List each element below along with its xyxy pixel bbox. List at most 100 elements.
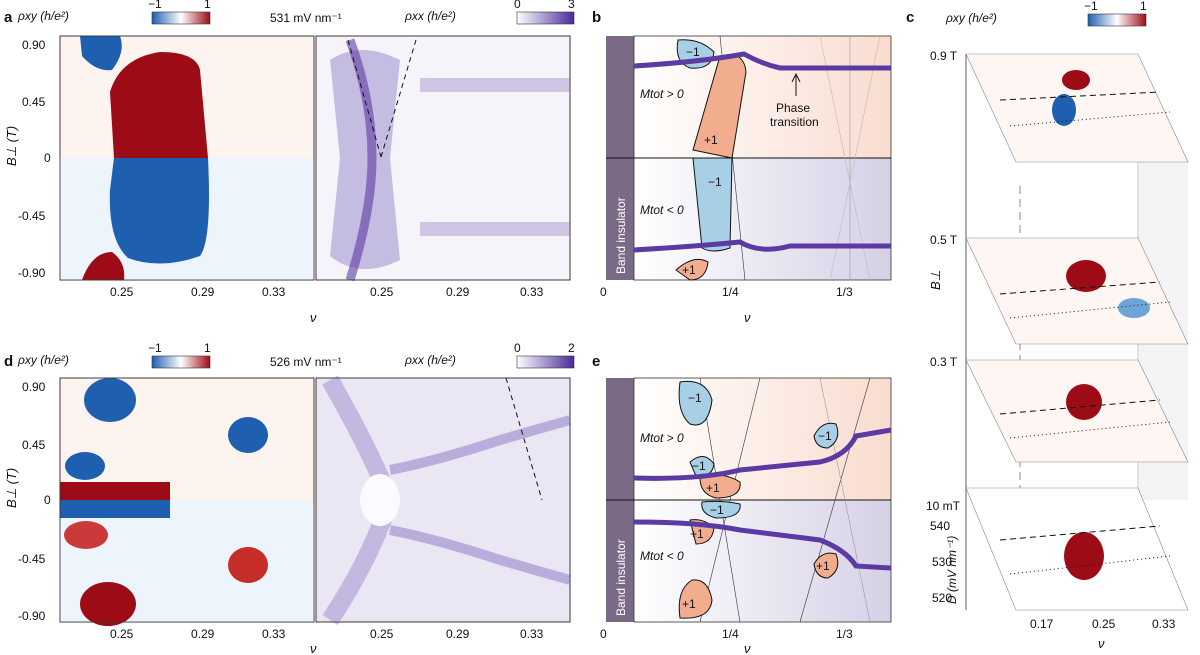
- ytick-d-0: 0.90: [22, 380, 46, 394]
- xtick-b-1: 1/4: [722, 285, 739, 299]
- xtick-e-2: 1/3: [836, 627, 853, 641]
- colorbar-c-max: 1: [1140, 0, 1147, 13]
- panel-b-label: b: [592, 9, 601, 26]
- label-b-m1: −1: [708, 175, 722, 189]
- xtick-a-0: 0.25: [110, 285, 134, 299]
- colorbar-xy-d: [151, 355, 211, 369]
- stack-c: [965, 53, 1189, 611]
- xlabel-a: ν: [310, 310, 317, 325]
- xtick-a-3: 0.25: [370, 285, 394, 299]
- schematic-b: [606, 35, 892, 281]
- field-c-3: 10 mT: [926, 499, 961, 513]
- colorbar-c-min: −1: [1084, 0, 1098, 13]
- xtick-c-0: 0.17: [1030, 617, 1054, 631]
- label-e-mpos: Mtot > 0: [640, 431, 684, 445]
- label-e-m1-b: −1: [710, 503, 724, 517]
- label-b-mpos: Mtot > 0: [640, 87, 684, 101]
- label-e-p1-right: +1: [816, 559, 830, 573]
- colorbar-xy-label-d: ρxy (h/e²): [17, 353, 69, 367]
- label-b-mneg: Mtot < 0: [640, 203, 684, 217]
- colorbar-xy-label: ρxy (h/e²): [17, 9, 69, 23]
- xlabel-c: ν: [1098, 636, 1105, 651]
- ytick-d-1: 0.45: [22, 438, 46, 452]
- ytick-a-0: 0.90: [22, 38, 46, 52]
- colorbar-c: [1087, 13, 1147, 27]
- colorbar-xy-d-max: 1: [204, 341, 211, 355]
- ylabel-a: B⊥ (T): [4, 126, 19, 166]
- xtick-a-5: 0.33: [520, 285, 544, 299]
- field-c-2: 0.3 T: [930, 355, 958, 369]
- label-b-band: Band insulator: [614, 197, 628, 274]
- xlabel-b: ν: [744, 310, 751, 325]
- ylabel-c: B⊥: [928, 270, 943, 290]
- xlabel-d: ν: [310, 641, 317, 655]
- colorbar-xx-min: 0: [514, 0, 521, 11]
- xtick-d-5: 0.33: [520, 627, 544, 641]
- label-e-mneg: Mtot < 0: [640, 549, 684, 563]
- xtick-a-2: 0.33: [262, 285, 286, 299]
- xtick-a-1: 0.29: [191, 285, 215, 299]
- label-b-p1-bot: +1: [682, 263, 696, 277]
- label-e-m1-right: −1: [818, 429, 832, 443]
- label-e-band: Band insulator: [614, 539, 628, 616]
- colorbar-xy: [151, 11, 211, 25]
- arrow-b: [791, 72, 801, 96]
- xtick-c-1: 0.25: [1092, 617, 1116, 631]
- ytick-d-4: -0.90: [18, 609, 46, 623]
- label-e-m1-top: −1: [688, 391, 702, 405]
- ytick-a-4: -0.90: [18, 266, 46, 280]
- field-label-a: 531 mV nm⁻¹: [270, 11, 342, 25]
- field-c-1: 0.5 T: [930, 233, 958, 247]
- schematic-e: [606, 377, 892, 623]
- xtick-d-2: 0.33: [262, 627, 286, 641]
- dlabel-c: D (mV nm⁻¹): [945, 536, 959, 604]
- colorbar-xx-max: 3: [568, 0, 575, 11]
- xtick-c-2: 0.33: [1152, 617, 1176, 631]
- colorbar-xx-d: [516, 355, 575, 369]
- xlabel-e: ν: [744, 641, 751, 655]
- ytick-a-3: -0.45: [18, 209, 46, 223]
- colorbar-xy-min: −1: [148, 0, 162, 11]
- colorbar-xy-d-min: −1: [148, 341, 162, 355]
- panel-e-label: e: [592, 353, 600, 370]
- ytick-d-2: 0: [44, 493, 51, 507]
- xtick-d-4: 0.29: [446, 627, 470, 641]
- ytick-a-1: 0.45: [22, 95, 46, 109]
- xtick-b-0: 0: [600, 285, 607, 299]
- xtick-b-2: 1/3: [836, 285, 853, 299]
- label-e-p1-a: +1: [706, 481, 720, 495]
- ytick-a-2: 0: [44, 151, 51, 165]
- panel-d-label: d: [4, 353, 13, 370]
- colorbar-xx-d-max: 2: [568, 341, 575, 355]
- label-e-p1-bot: +1: [682, 597, 696, 611]
- label-e-m1-a: −1: [692, 459, 706, 473]
- xtick-e-0: 0: [600, 627, 607, 641]
- panel-a-label: a: [4, 9, 13, 26]
- dtick-c-0: 540: [930, 519, 950, 533]
- colorbar-xx-label-d: ρxx (h/e²): [404, 353, 456, 367]
- dtick-c-2: 520: [932, 591, 952, 605]
- xtick-d-3: 0.25: [370, 627, 394, 641]
- xtick-d-1: 0.29: [191, 627, 215, 641]
- field-c-0: 0.9 T: [930, 49, 958, 63]
- panel-c-label: c: [906, 9, 914, 26]
- colorbar-xx-label: ρxx (h/e²): [404, 9, 456, 23]
- map-d-rhoxx: [315, 375, 572, 625]
- map-a-rhoxx: [315, 35, 571, 282]
- label-b-phase: Phase: [776, 101, 810, 115]
- map-d-rhoxy: [59, 377, 315, 626]
- colorbar-c-label: ρxy (h/e²): [945, 11, 997, 25]
- map-a-rhoxy: [59, 35, 315, 281]
- label-b-transition: transition: [770, 115, 819, 129]
- xtick-d-0: 0.25: [110, 627, 134, 641]
- field-label-d: 526 mV nm⁻¹: [270, 355, 342, 369]
- xtick-e-1: 1/4: [722, 627, 739, 641]
- ylabel-d: B⊥ (T): [4, 468, 19, 508]
- dtick-c-1: 530: [932, 555, 952, 569]
- colorbar-xy-max: 1: [204, 0, 211, 11]
- label-b-p1: +1: [704, 133, 718, 147]
- colorbar-xx-d-min: 0: [514, 341, 521, 355]
- label-e-p1-b: +1: [690, 527, 704, 541]
- label-b-m1-top: −1: [686, 45, 700, 59]
